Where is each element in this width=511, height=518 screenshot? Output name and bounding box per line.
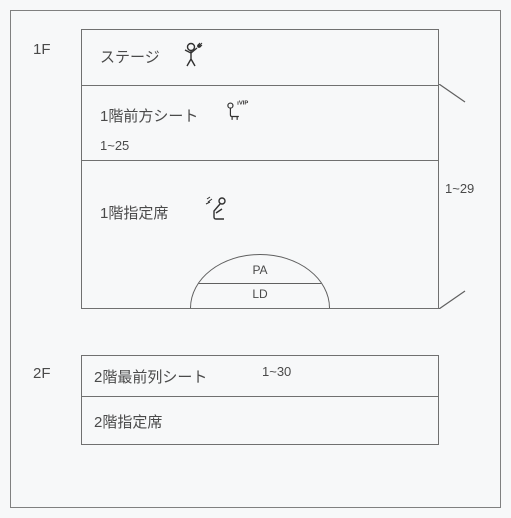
f2-reserved-label: 2階指定席 bbox=[94, 411, 162, 432]
floor-2-label: 2F bbox=[33, 365, 51, 382]
divider bbox=[82, 160, 438, 161]
f2-front-row-label: 2階最前列シート bbox=[94, 366, 207, 387]
f1-front-seat-label: 1階前方シート bbox=[100, 105, 198, 126]
stage-label: ステージ bbox=[100, 46, 160, 67]
floor-2-box: 2階最前列シート 1~30 2階指定席 bbox=[81, 355, 439, 445]
vip-seat-icon: VIP bbox=[222, 98, 254, 126]
dome-ld-label: LD bbox=[191, 287, 329, 301]
dome-pa-label: PA bbox=[191, 263, 329, 277]
seated-person-icon bbox=[202, 195, 234, 223]
divider bbox=[82, 85, 438, 86]
floor-1-label: 1F bbox=[33, 41, 51, 58]
side-wings bbox=[439, 84, 477, 309]
f1-reserved-label: 1階指定席 bbox=[100, 202, 168, 223]
divider bbox=[82, 396, 438, 397]
floor-1-box: ステージ 1階前方シート VIP 1~25 1階指定席 bbox=[81, 29, 439, 309]
dome-divider bbox=[191, 283, 329, 284]
pa-ld-dome: PA LD bbox=[190, 254, 330, 308]
f1-front-seat-range: 1~25 bbox=[100, 138, 129, 153]
f1-side-range: 1~29 bbox=[445, 181, 474, 196]
f2-front-row-range: 1~30 bbox=[262, 364, 291, 379]
seating-chart: 1F ステージ 1階前方シート VIP 1~25 bbox=[10, 10, 501, 508]
svg-text:VIP: VIP bbox=[239, 101, 249, 107]
performer-icon bbox=[177, 40, 209, 68]
